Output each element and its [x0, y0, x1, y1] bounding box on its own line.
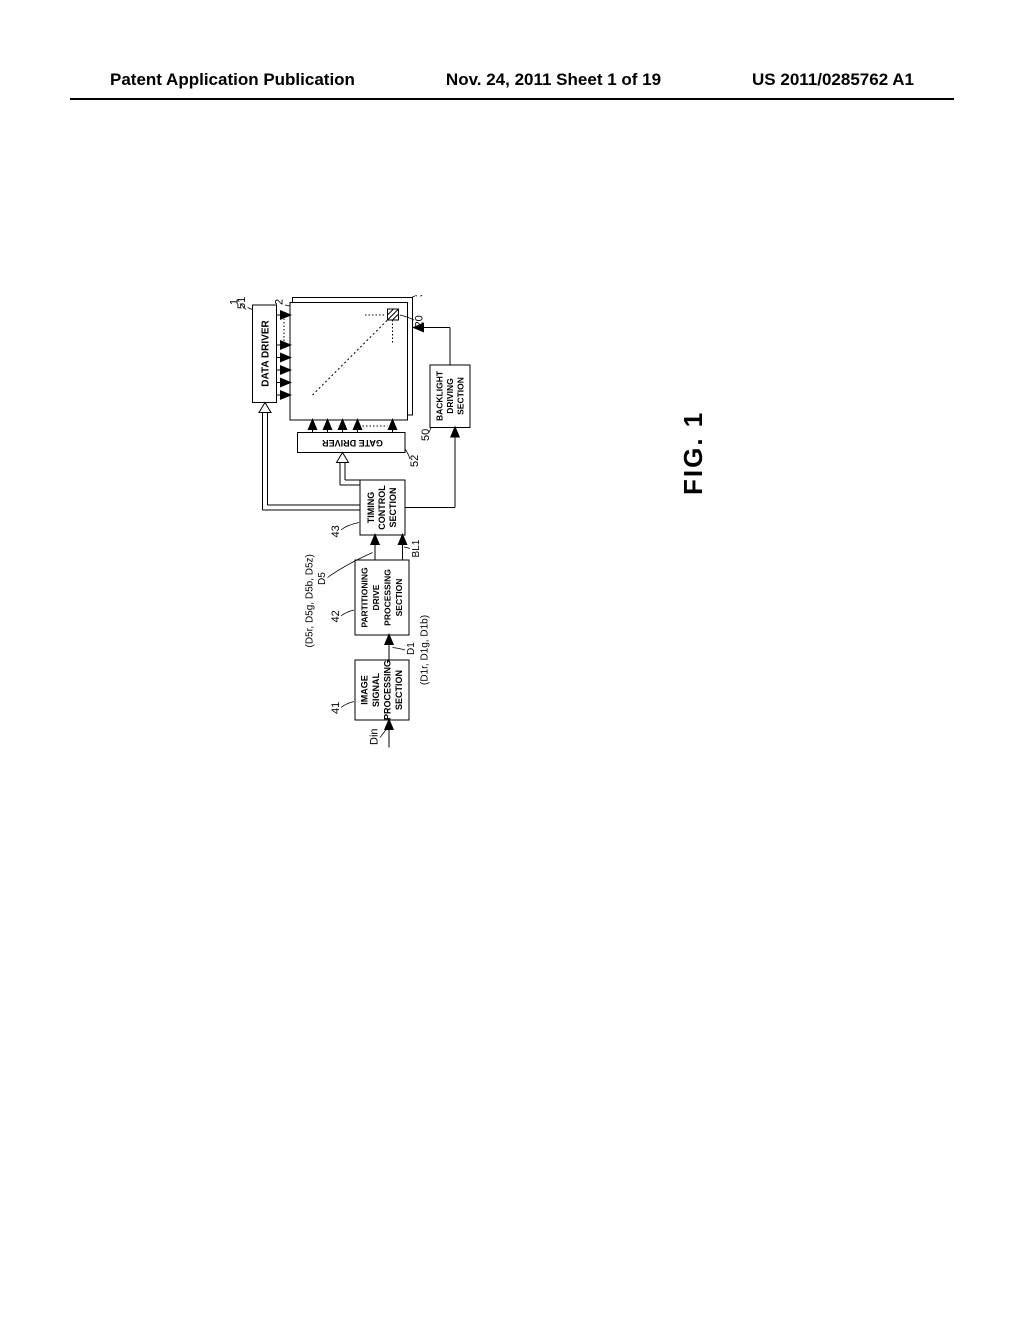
- block-data-driver-label: DATA DRIVER: [261, 319, 272, 386]
- pixel-hatch3: [393, 314, 399, 320]
- header-center: Nov. 24, 2011 Sheet 1 of 19: [446, 70, 661, 90]
- bus-arrowhead-gatedriver: [337, 453, 349, 463]
- block-timing-l3: SECTION: [388, 487, 398, 527]
- signal-d1-sub: (D1r, D1g, D1b): [420, 615, 431, 685]
- block-image-signal-l3: PROCESSING: [383, 660, 393, 720]
- header-right: US 2011/0285762 A1: [752, 70, 914, 90]
- block-gate-driver-label: GATE DRIVER: [322, 438, 383, 448]
- bl1-leader: [404, 547, 410, 549]
- ref-41: 41: [330, 702, 342, 714]
- diagram-container: Din IMAGE SIGNAL PROCESSING SECTION 41 D…: [20, 295, 700, 755]
- din-leader: [380, 728, 388, 738]
- header-rule: [70, 98, 954, 100]
- signal-bl1: BL1: [411, 539, 422, 557]
- ref-2-leader: [285, 305, 290, 306]
- ref-42-leader: [341, 610, 354, 616]
- block-timing-l1: TIMING: [366, 492, 376, 524]
- block-partitioning-l2: DRIVE: [371, 584, 381, 610]
- block-partitioning-l3: PROCESSING: [383, 569, 393, 626]
- block-backlight-l1: BACKLIGHT: [435, 370, 445, 421]
- ref-42: 42: [330, 610, 342, 622]
- figure-label: FIG. 1: [678, 411, 709, 495]
- block-partitioning-l1: PARTITIONING: [360, 567, 370, 628]
- d1-leader: [393, 648, 406, 651]
- signal-d1: D1: [406, 642, 417, 655]
- pixel-hatch1: [388, 309, 399, 320]
- ref-2: 2: [274, 299, 286, 305]
- block-image-signal-l1: IMAGE: [360, 675, 370, 705]
- block-backlight-l3: SECTION: [456, 377, 466, 415]
- block-image-signal-l4: SECTION: [394, 670, 404, 710]
- block-diagram-svg: Din IMAGE SIGNAL PROCESSING SECTION 41 D…: [20, 295, 700, 755]
- ref-41-leader: [341, 702, 354, 708]
- page: Patent Application Publication Nov. 24, …: [0, 0, 1024, 1320]
- block-backlight-l2: DRIVING: [445, 378, 455, 414]
- signal-din: Din: [369, 728, 381, 745]
- ref-1: 1: [229, 299, 241, 305]
- bus-arrowhead-datadriver: [259, 403, 271, 413]
- block-image-signal-l2: SIGNAL: [371, 673, 381, 708]
- block-timing-l2: CONTROL: [377, 485, 387, 530]
- ref-20: 20: [414, 315, 426, 327]
- signal-d5: D5: [317, 572, 328, 585]
- signal-d5-sub: (D5r, D5g, D5b, D5z): [305, 554, 316, 647]
- header-left: Patent Application Publication: [110, 70, 355, 90]
- ref-43-leader: [341, 523, 359, 531]
- backlight-outline: [293, 298, 413, 416]
- ref-3: 3: [414, 295, 426, 297]
- ref-51-leader: [248, 308, 253, 310]
- page-header: Patent Application Publication Nov. 24, …: [0, 70, 1024, 90]
- ref-52: 52: [409, 455, 421, 467]
- ref-52-leader: [405, 449, 410, 459]
- pixel-hatch2: [388, 309, 394, 315]
- block-partitioning-l4: SECTION: [394, 579, 404, 617]
- pixel-diag: [313, 320, 388, 395]
- ref-43: 43: [330, 525, 342, 537]
